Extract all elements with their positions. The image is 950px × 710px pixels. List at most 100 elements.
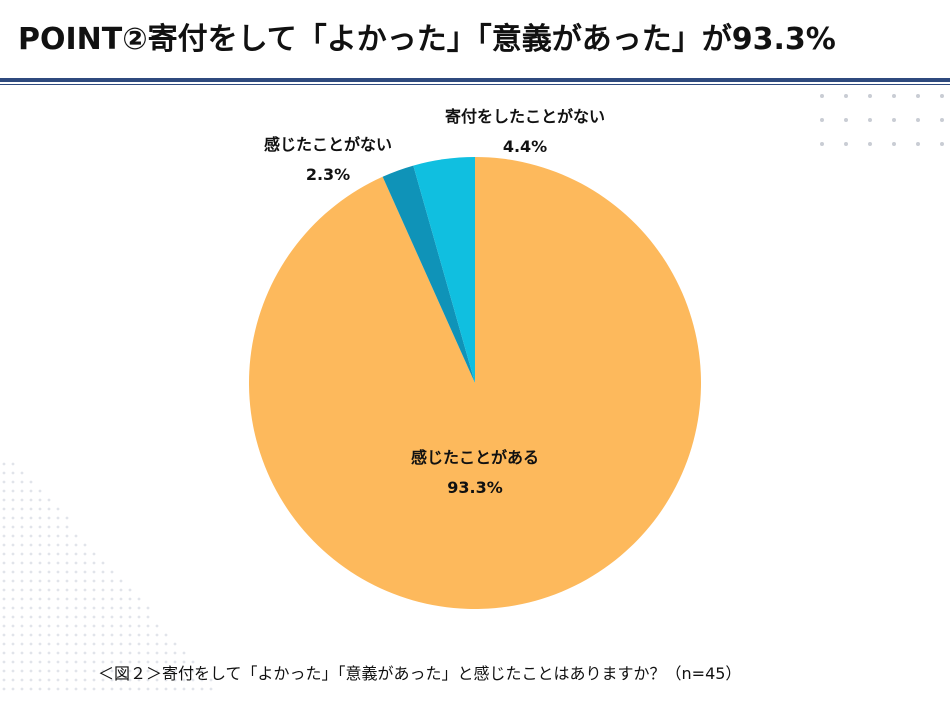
decorative-dot [74,561,78,565]
decorative-dot [110,633,114,637]
decorative-dot [20,651,24,655]
decorative-dot [119,588,123,592]
decorative-dot [128,615,132,619]
decorative-dot [146,606,150,610]
decorative-dot [56,534,60,538]
decorative-dot [29,633,33,637]
decorative-dot [47,678,51,682]
decorative-dot [119,642,123,646]
decorative-dot [110,615,114,619]
decorative-dot [83,687,87,691]
decorative-dot [20,579,24,583]
decorative-dot [65,615,69,619]
decorative-dot [20,471,24,475]
decorative-dot [101,624,105,628]
decorative-dot [65,669,69,673]
decorative-dot [2,588,6,592]
decorative-dot [29,489,33,493]
decorative-dot [47,660,51,664]
decorative-dot [56,525,60,529]
decorative-dot [29,561,33,565]
decorative-dot [155,687,159,691]
decorative-dot [47,507,51,511]
decorative-dot [74,669,78,673]
decorative-dot [2,570,6,574]
decorative-dot [2,543,6,547]
decorative-dot [11,633,15,637]
decorative-dot [110,678,114,682]
decorative-dot [137,606,141,610]
decorative-dot [101,561,105,565]
decorative-dot [916,118,920,122]
decorative-dot [92,570,96,574]
decorative-dot [128,642,132,646]
decorative-dot [20,552,24,556]
decorative-dot [38,543,42,547]
decorative-dot [92,606,96,610]
decorative-dot [128,669,132,673]
decorative-dot [191,660,195,664]
decorative-dot [173,651,177,655]
decorative-dot [65,606,69,610]
decorative-dot [868,94,872,98]
decorative-dot [74,642,78,646]
decorative-dot [892,118,896,122]
decorative-dot [2,597,6,601]
decorative-dot [20,642,24,646]
decorative-dot [29,597,33,601]
decorative-dot [820,118,824,122]
decorative-dot [11,534,15,538]
decorative-dot [11,471,15,475]
decorative-dot [56,660,60,664]
decorative-dot [119,678,123,682]
decorative-dot [128,606,132,610]
decorative-dot [101,588,105,592]
decorative-dot [11,642,15,646]
decorative-dot [65,552,69,556]
decorative-dot [92,642,96,646]
decorative-dot [128,597,132,601]
decorative-dot [20,570,24,574]
decorative-dot [47,669,51,673]
decorative-dot [56,642,60,646]
decorative-dot [119,579,123,583]
decorative-dot [164,660,168,664]
decorative-dot [110,642,114,646]
decorative-dot [83,588,87,592]
decorative-dot [155,660,159,664]
decorative-dot [65,588,69,592]
decorative-dot [146,669,150,673]
decorative-dot [2,552,6,556]
decorative-dot [11,570,15,574]
decorative-dot [2,642,6,646]
decorative-dot [83,570,87,574]
decorative-dot [916,94,920,98]
decorative-dot [29,543,33,547]
decorative-dot [101,687,105,691]
decorative-dot [47,552,51,556]
decorative-dot [101,651,105,655]
decorative-dot [11,687,15,691]
decorative-dot [164,678,168,682]
decorative-dot [2,525,6,529]
decorative-dot [92,624,96,628]
decorative-dot [2,633,6,637]
decorative-dot [137,687,141,691]
decorative-dot [11,597,15,601]
decorative-dot [92,552,96,556]
decorative-dot [20,678,24,682]
decorative-dot [2,516,6,520]
decorative-dot [20,597,24,601]
decorative-dot [29,651,33,655]
decorative-dot [119,615,123,619]
decorative-dot [11,480,15,484]
decorative-dot [83,642,87,646]
decorative-dot [38,489,42,493]
decorative-dot [56,669,60,673]
decorative-dot [155,624,159,628]
decorative-dot [101,678,105,682]
decorative-dot [101,615,105,619]
decorative-dot [38,678,42,682]
decorative-dot-grid [820,94,944,146]
decorative-dot [74,552,78,556]
